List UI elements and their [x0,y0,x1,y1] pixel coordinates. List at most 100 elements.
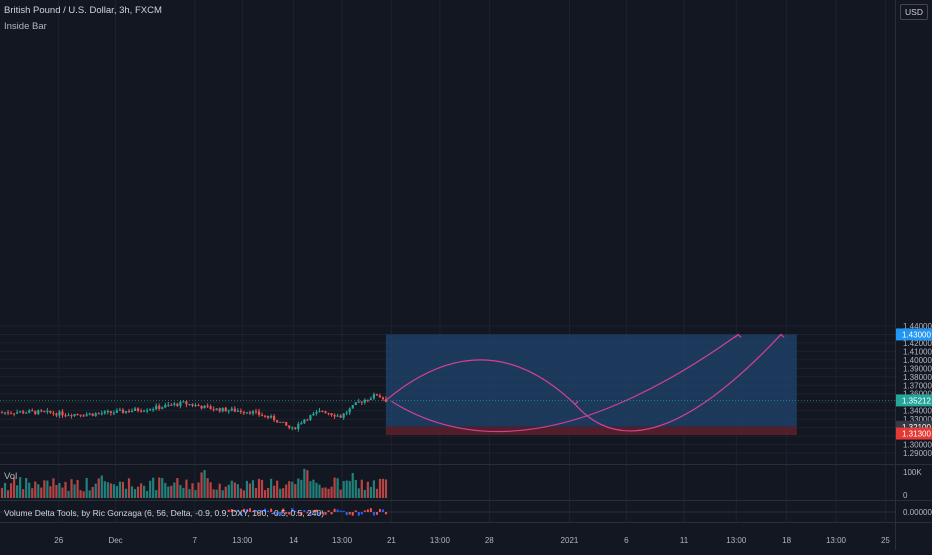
candle [70,413,73,419]
delta-bar [318,512,321,516]
volume-bar [339,489,342,498]
price-tick-label: 1.30000 [903,441,932,450]
candle [375,393,379,396]
candle [242,410,245,416]
volume-bar [130,486,134,498]
candle [115,408,118,413]
candle [279,421,282,423]
delta-bar [297,512,300,514]
candle [236,408,239,412]
candle [124,411,128,414]
candle [19,410,22,413]
delta-bar [227,509,230,512]
delta-bar [385,512,387,515]
volume-bar [91,487,94,498]
candle [133,406,137,412]
delta-bar [291,508,294,512]
delta-bar [276,512,279,516]
volume-bar [19,477,22,498]
time-tick-label: 13:00 [430,536,451,545]
candle [158,403,161,411]
volume-bar [330,486,333,498]
time-tick-label: 18 [782,536,791,545]
volume-bar [170,485,173,498]
volume-bar [333,477,336,498]
time-tick-label: 13:00 [726,536,747,545]
candle [170,403,173,406]
delta-bar [254,509,257,512]
volume-bar [70,479,73,498]
volume-bar [324,487,327,498]
delta-tick-label: 0.00000 [903,508,932,517]
volume-bar [179,485,182,498]
volume-bar [218,483,221,498]
candle [9,411,13,415]
candle [360,401,363,405]
delta-bar [245,509,248,512]
volume-bar [206,478,209,498]
time-tick-label: 6 [624,536,629,545]
delta-bar [270,508,273,512]
volume-bar [300,479,303,498]
delta-bar [369,508,372,512]
candle [203,405,206,409]
candle [306,418,309,421]
volume-bar [309,481,312,498]
volume-bar [79,490,82,498]
volume-tick-label: 100K [903,468,922,477]
candle [149,408,152,411]
price-tick-label: 1.29000 [903,449,932,458]
price-tick-label: 1.33000 [903,415,932,424]
volume-bar [327,488,330,498]
delta-bar [258,512,261,514]
delta-pane-label: Volume Delta Tools, by Ric Gonzaga (6, 5… [4,508,325,518]
volume-bar [37,484,40,498]
volume-bar [233,482,236,498]
volume-bar [294,484,297,498]
delta-bar [264,508,267,512]
volume-bar [173,482,176,498]
delta-bar [327,510,330,512]
volume-bar [16,485,19,498]
volume-bar [85,477,88,498]
volume-bar [291,481,294,498]
candle [28,408,31,414]
volume-bar [242,490,245,498]
candle [357,398,360,403]
delta-bar [273,512,276,514]
volume-bar [185,479,188,498]
candle [46,408,49,415]
volume-bar [94,483,97,498]
candle [270,414,273,419]
candle [327,412,330,416]
volume-bar [360,479,363,498]
candle [209,404,212,410]
volume-bar [82,491,85,498]
candle [369,396,372,401]
candle [40,409,43,413]
price-badge-label: 1.35212 [902,396,931,405]
volume-bar [375,488,379,498]
volume-bar [209,482,212,498]
volume-bar [384,479,388,498]
currency-badge[interactable]: USD [900,4,928,20]
candle [188,403,191,406]
volume-bar [191,483,194,498]
volume-bar [182,487,185,498]
candle [348,407,351,416]
volume-tick-label: 0 [903,491,908,500]
candle [303,418,306,424]
delta-bar [375,512,378,515]
candle [260,412,264,417]
delta-bar [330,512,333,515]
volume-bar [254,488,258,498]
candle [288,425,291,430]
price-badge-label: 1.43000 [902,330,931,339]
volume-bar [354,480,357,498]
volume-bar [369,486,372,498]
volume-bar [121,481,125,498]
volume-bar [381,478,385,498]
volume-bar [152,477,155,498]
price-tick-label: 1.44000 [903,322,932,331]
